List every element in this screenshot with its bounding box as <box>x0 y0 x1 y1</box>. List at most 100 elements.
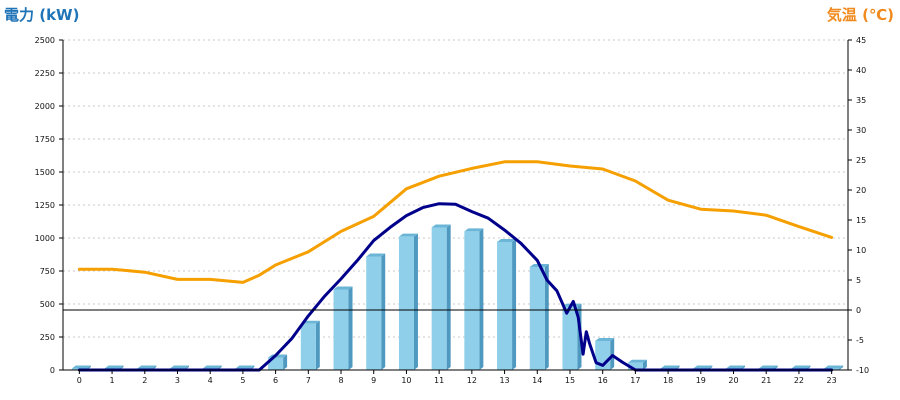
x-tick-label: 14 <box>532 376 542 385</box>
left-tick-label: 2000 <box>35 102 55 111</box>
bar-top <box>595 337 615 341</box>
x-tick-label: 20 <box>728 376 738 385</box>
bar-top <box>137 365 157 369</box>
axes <box>59 39 852 374</box>
right-tick-label: 15 <box>856 216 866 225</box>
x-tick-label: 19 <box>696 376 706 385</box>
bar-front <box>366 256 382 370</box>
right-tick-label: 20 <box>856 186 866 195</box>
bar-side <box>479 228 484 370</box>
tick-labels: 0 250 500 750 10 0 0 1250 1500 1750 2000 2250 2500 -1… <box>35 36 869 385</box>
x-tick-label: 7 <box>306 376 311 385</box>
x-tick-label: 15 <box>565 376 575 385</box>
bar-top <box>497 238 517 242</box>
bar-front <box>464 231 480 370</box>
bar-top <box>464 228 484 232</box>
bar-top <box>333 286 353 290</box>
left-tick-label: 500 <box>40 300 55 309</box>
left-tick-label: 0 <box>50 366 55 375</box>
gridlines <box>63 39 848 338</box>
bar <box>268 354 288 370</box>
left-tick-label: 750 <box>40 267 55 276</box>
bar-side <box>610 337 615 370</box>
right-tick-label: -5 <box>856 336 864 345</box>
bar-top <box>431 224 451 228</box>
bar-front <box>627 362 643 370</box>
x-tick-label: 13 <box>499 376 509 385</box>
x-tick-label: 6 <box>273 376 278 385</box>
bar-top <box>71 365 91 369</box>
bar <box>300 320 320 370</box>
bar-top <box>824 365 844 369</box>
x-tick-label: 23 <box>827 376 837 385</box>
x-tick-label: 12 <box>467 376 477 385</box>
bar-top <box>660 365 680 369</box>
x-tick-label: 21 <box>761 376 771 385</box>
bar <box>333 286 353 370</box>
bar-side <box>348 286 353 370</box>
power-line <box>77 202 834 372</box>
x-tick-label: 2 <box>142 376 147 385</box>
right-axis-title: 気温 (℃) <box>827 6 894 24</box>
bar-top <box>627 359 647 363</box>
bar-top <box>398 233 418 237</box>
temperature-line <box>77 160 834 284</box>
right-tick-label: 45 <box>856 36 866 45</box>
bar <box>529 264 549 370</box>
bar-side <box>839 365 844 370</box>
left-tick-label: 1750 <box>35 135 55 144</box>
x-tick-label: 1 <box>110 376 115 385</box>
bar-top <box>235 365 255 369</box>
bar <box>398 233 418 370</box>
bar-top <box>202 365 222 369</box>
bar-front <box>431 227 447 370</box>
bar-top <box>366 253 386 257</box>
bar-top <box>791 365 811 369</box>
bar-top <box>693 365 713 369</box>
left-tick-label: 1250 <box>35 201 55 210</box>
bar-front <box>562 306 578 370</box>
x-tick-label: 5 <box>240 376 245 385</box>
bar-side <box>315 320 320 370</box>
x-tick-label: 17 <box>630 376 640 385</box>
x-tick-label: 11 <box>434 376 444 385</box>
right-tick-label: 25 <box>856 156 866 165</box>
x-tick-label: 22 <box>794 376 804 385</box>
right-tick-label: 35 <box>856 96 866 105</box>
series-lines <box>77 160 834 372</box>
bar-front <box>300 323 316 370</box>
bar <box>627 359 647 370</box>
bar <box>431 224 451 370</box>
bar-front <box>497 241 513 370</box>
right-tick-label: 10 <box>856 246 866 255</box>
left-tick-label: 2250 <box>35 69 55 78</box>
right-tick-label: -10 <box>856 366 869 375</box>
right-tick-label: 0 <box>856 306 861 315</box>
x-tick-label: 0 <box>77 376 82 385</box>
bar-side <box>446 224 451 370</box>
bar-front <box>333 289 349 370</box>
right-tick-label: 30 <box>856 126 866 135</box>
bar-top <box>169 365 189 369</box>
bar-front <box>529 267 545 370</box>
bar <box>464 228 484 370</box>
bar-top <box>726 365 746 369</box>
x-tick-label: 9 <box>371 376 376 385</box>
x-tick-label: 18 <box>663 376 673 385</box>
bar-side <box>283 354 288 370</box>
right-tick-label: 5 <box>856 276 861 285</box>
bar <box>497 238 517 370</box>
bar-top <box>104 365 124 369</box>
bar-side <box>544 264 549 370</box>
x-tick-label: 10 <box>401 376 411 385</box>
left-tick-label: 1500 <box>35 168 55 177</box>
left-tick-label: 2500 <box>35 36 55 45</box>
x-tick-label: 3 <box>175 376 180 385</box>
bar-front <box>398 236 414 370</box>
power-bars <box>71 224 844 370</box>
right-tick-label: 40 <box>856 66 866 75</box>
x-tick-label: 16 <box>598 376 608 385</box>
left-tick-label: 250 <box>40 333 55 342</box>
left-axis-title: 電力 (kW) <box>4 6 79 24</box>
